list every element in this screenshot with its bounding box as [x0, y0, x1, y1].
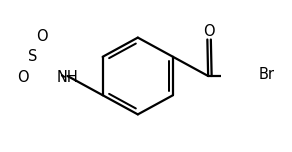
Text: NH: NH	[57, 70, 79, 85]
Text: O: O	[17, 70, 29, 85]
Text: O: O	[36, 29, 48, 44]
Text: Br: Br	[259, 67, 275, 82]
Text: S: S	[28, 49, 37, 64]
Text: O: O	[203, 24, 215, 39]
